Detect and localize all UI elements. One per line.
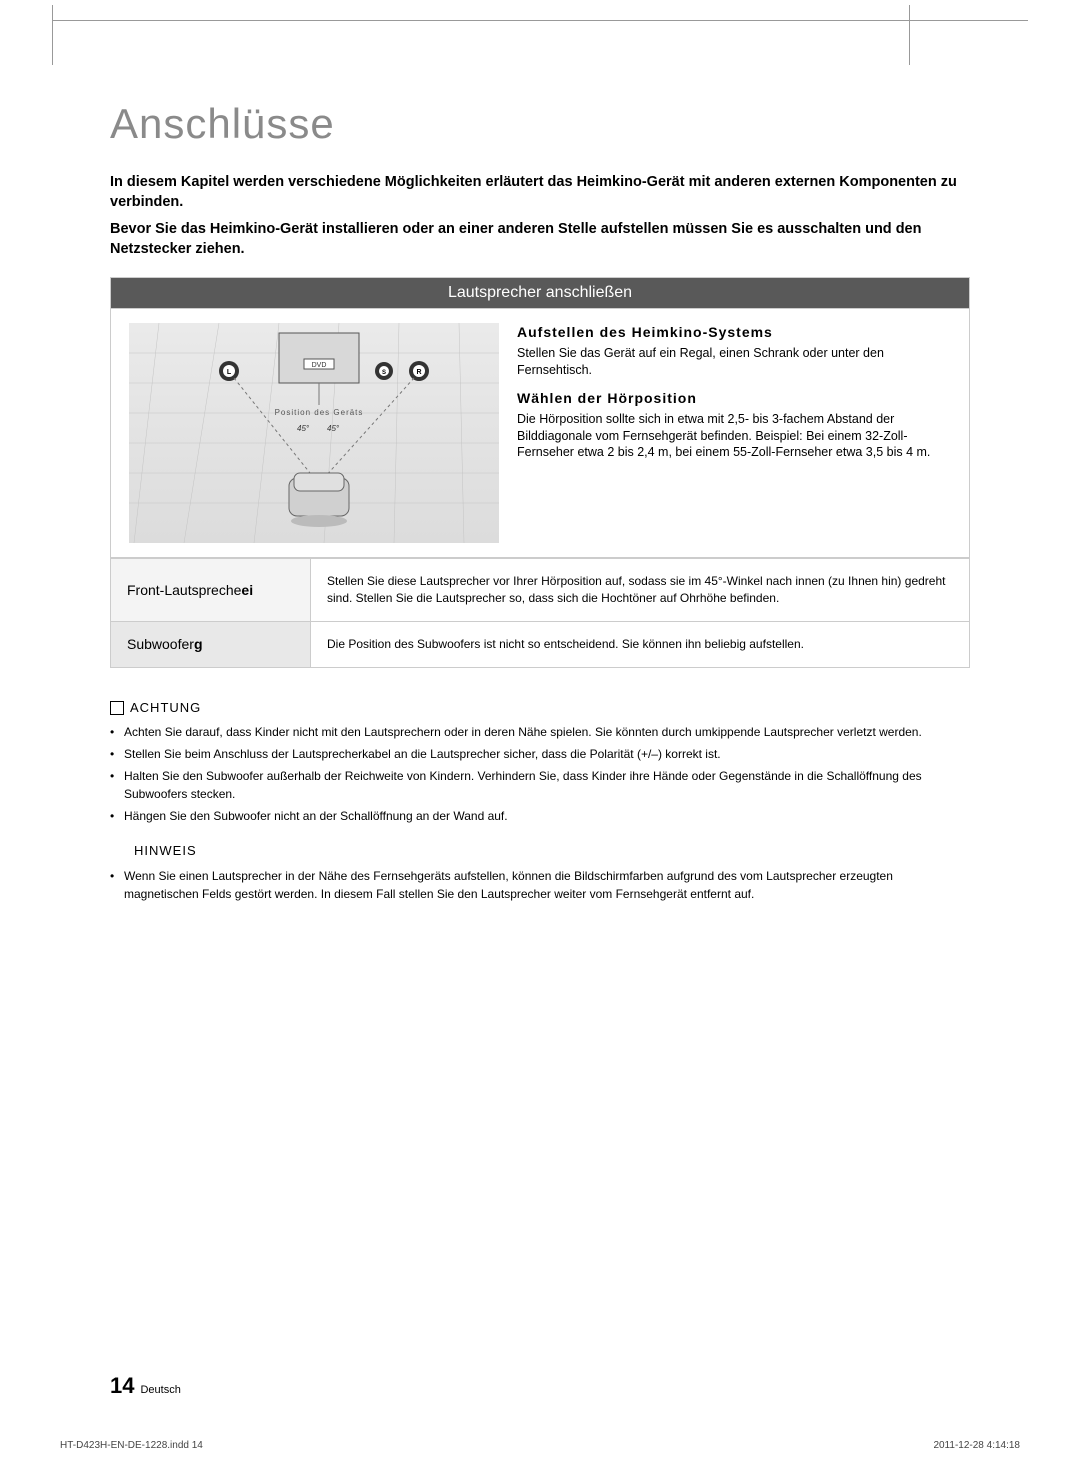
svg-text:45°: 45°	[297, 424, 310, 433]
list-item: Hängen Sie den Subwoofer nicht an der Sc…	[110, 807, 970, 825]
list-item: Achten Sie darauf, dass Kinder nicht mit…	[110, 723, 970, 741]
section-title-bar: Lautsprecher anschließen	[110, 277, 970, 309]
front-speaker-desc: Stellen Sie diese Lautsprecher vor Ihrer…	[311, 559, 970, 622]
speaker-table: Front-Lautsprecheei Stellen Sie diese La…	[110, 558, 970, 667]
dvd-label: DVD	[312, 362, 327, 369]
subwoofer-desc: Die Position des Subwoofers ist nicht so…	[311, 621, 970, 667]
diagram-row: DVD L R S 45° 45° Position des Geräts	[110, 309, 970, 558]
caution-title: ACHTUNG	[110, 698, 970, 718]
list-item: Stellen Sie beim Anschluss der Lautsprec…	[110, 745, 970, 763]
svg-text:L: L	[227, 369, 232, 376]
svg-text:Position des Geräts: Position des Geräts	[275, 408, 364, 417]
table-row: Subwooferg Die Position des Subwoofers i…	[111, 621, 970, 667]
speaker-placement-diagram: DVD L R S 45° 45° Position des Geräts	[129, 323, 499, 543]
print-footer: HT-D423H-EN-DE-1228.indd 14 2011-12-28 4…	[60, 1440, 1020, 1451]
diagram-svg: DVD L R S 45° 45° Position des Geräts	[129, 323, 499, 543]
svg-text:S: S	[382, 370, 386, 376]
caption-desc-1: Stellen Sie das Gerät auf ein Regal, ein…	[517, 345, 951, 379]
page-content: Anschlüsse In diesem Kapitel werden vers…	[0, 0, 1080, 1479]
page-title: Anschlüsse	[110, 100, 970, 148]
table-row: Front-Lautsprecheei Stellen Sie diese La…	[111, 559, 970, 622]
list-item: Halten Sie den Subwoofer außerhalb der R…	[110, 767, 970, 803]
footer-timestamp: 2011-12-28 4:14:18	[933, 1440, 1020, 1451]
note-title: HINWEIS	[134, 841, 970, 861]
cautions-block: ACHTUNG Achten Sie darauf, dass Kinder n…	[110, 698, 970, 903]
caution-list: Achten Sie darauf, dass Kinder nicht mit…	[110, 723, 970, 825]
caption-heading-1: Aufstellen des Heimkino-Systems	[517, 323, 951, 342]
front-speaker-label: Front-Lautsprecheei	[111, 559, 311, 622]
diagram-caption-text: Aufstellen des Heimkino-Systems Stellen …	[517, 323, 951, 543]
page-number: 14Deutsch	[110, 1373, 181, 1399]
svg-text:45°: 45°	[327, 424, 340, 433]
caption-desc-2: Die Hörposition sollte sich in etwa mit …	[517, 411, 951, 462]
intro-paragraph-1: In diesem Kapitel werden verschiedene Mö…	[110, 172, 970, 213]
subwoofer-label: Subwooferg	[111, 621, 311, 667]
intro-paragraph-2: Bevor Sie das Heimkino-Gerät installiere…	[110, 219, 970, 260]
list-item: Wenn Sie einen Lautsprecher in der Nähe …	[110, 867, 970, 903]
caption-heading-2: Wählen der Hörposition	[517, 389, 951, 408]
footer-filename: HT-D423H-EN-DE-1228.indd 14	[60, 1440, 203, 1451]
svg-text:R: R	[416, 369, 421, 376]
note-list: Wenn Sie einen Lautsprecher in der Nähe …	[110, 867, 970, 903]
